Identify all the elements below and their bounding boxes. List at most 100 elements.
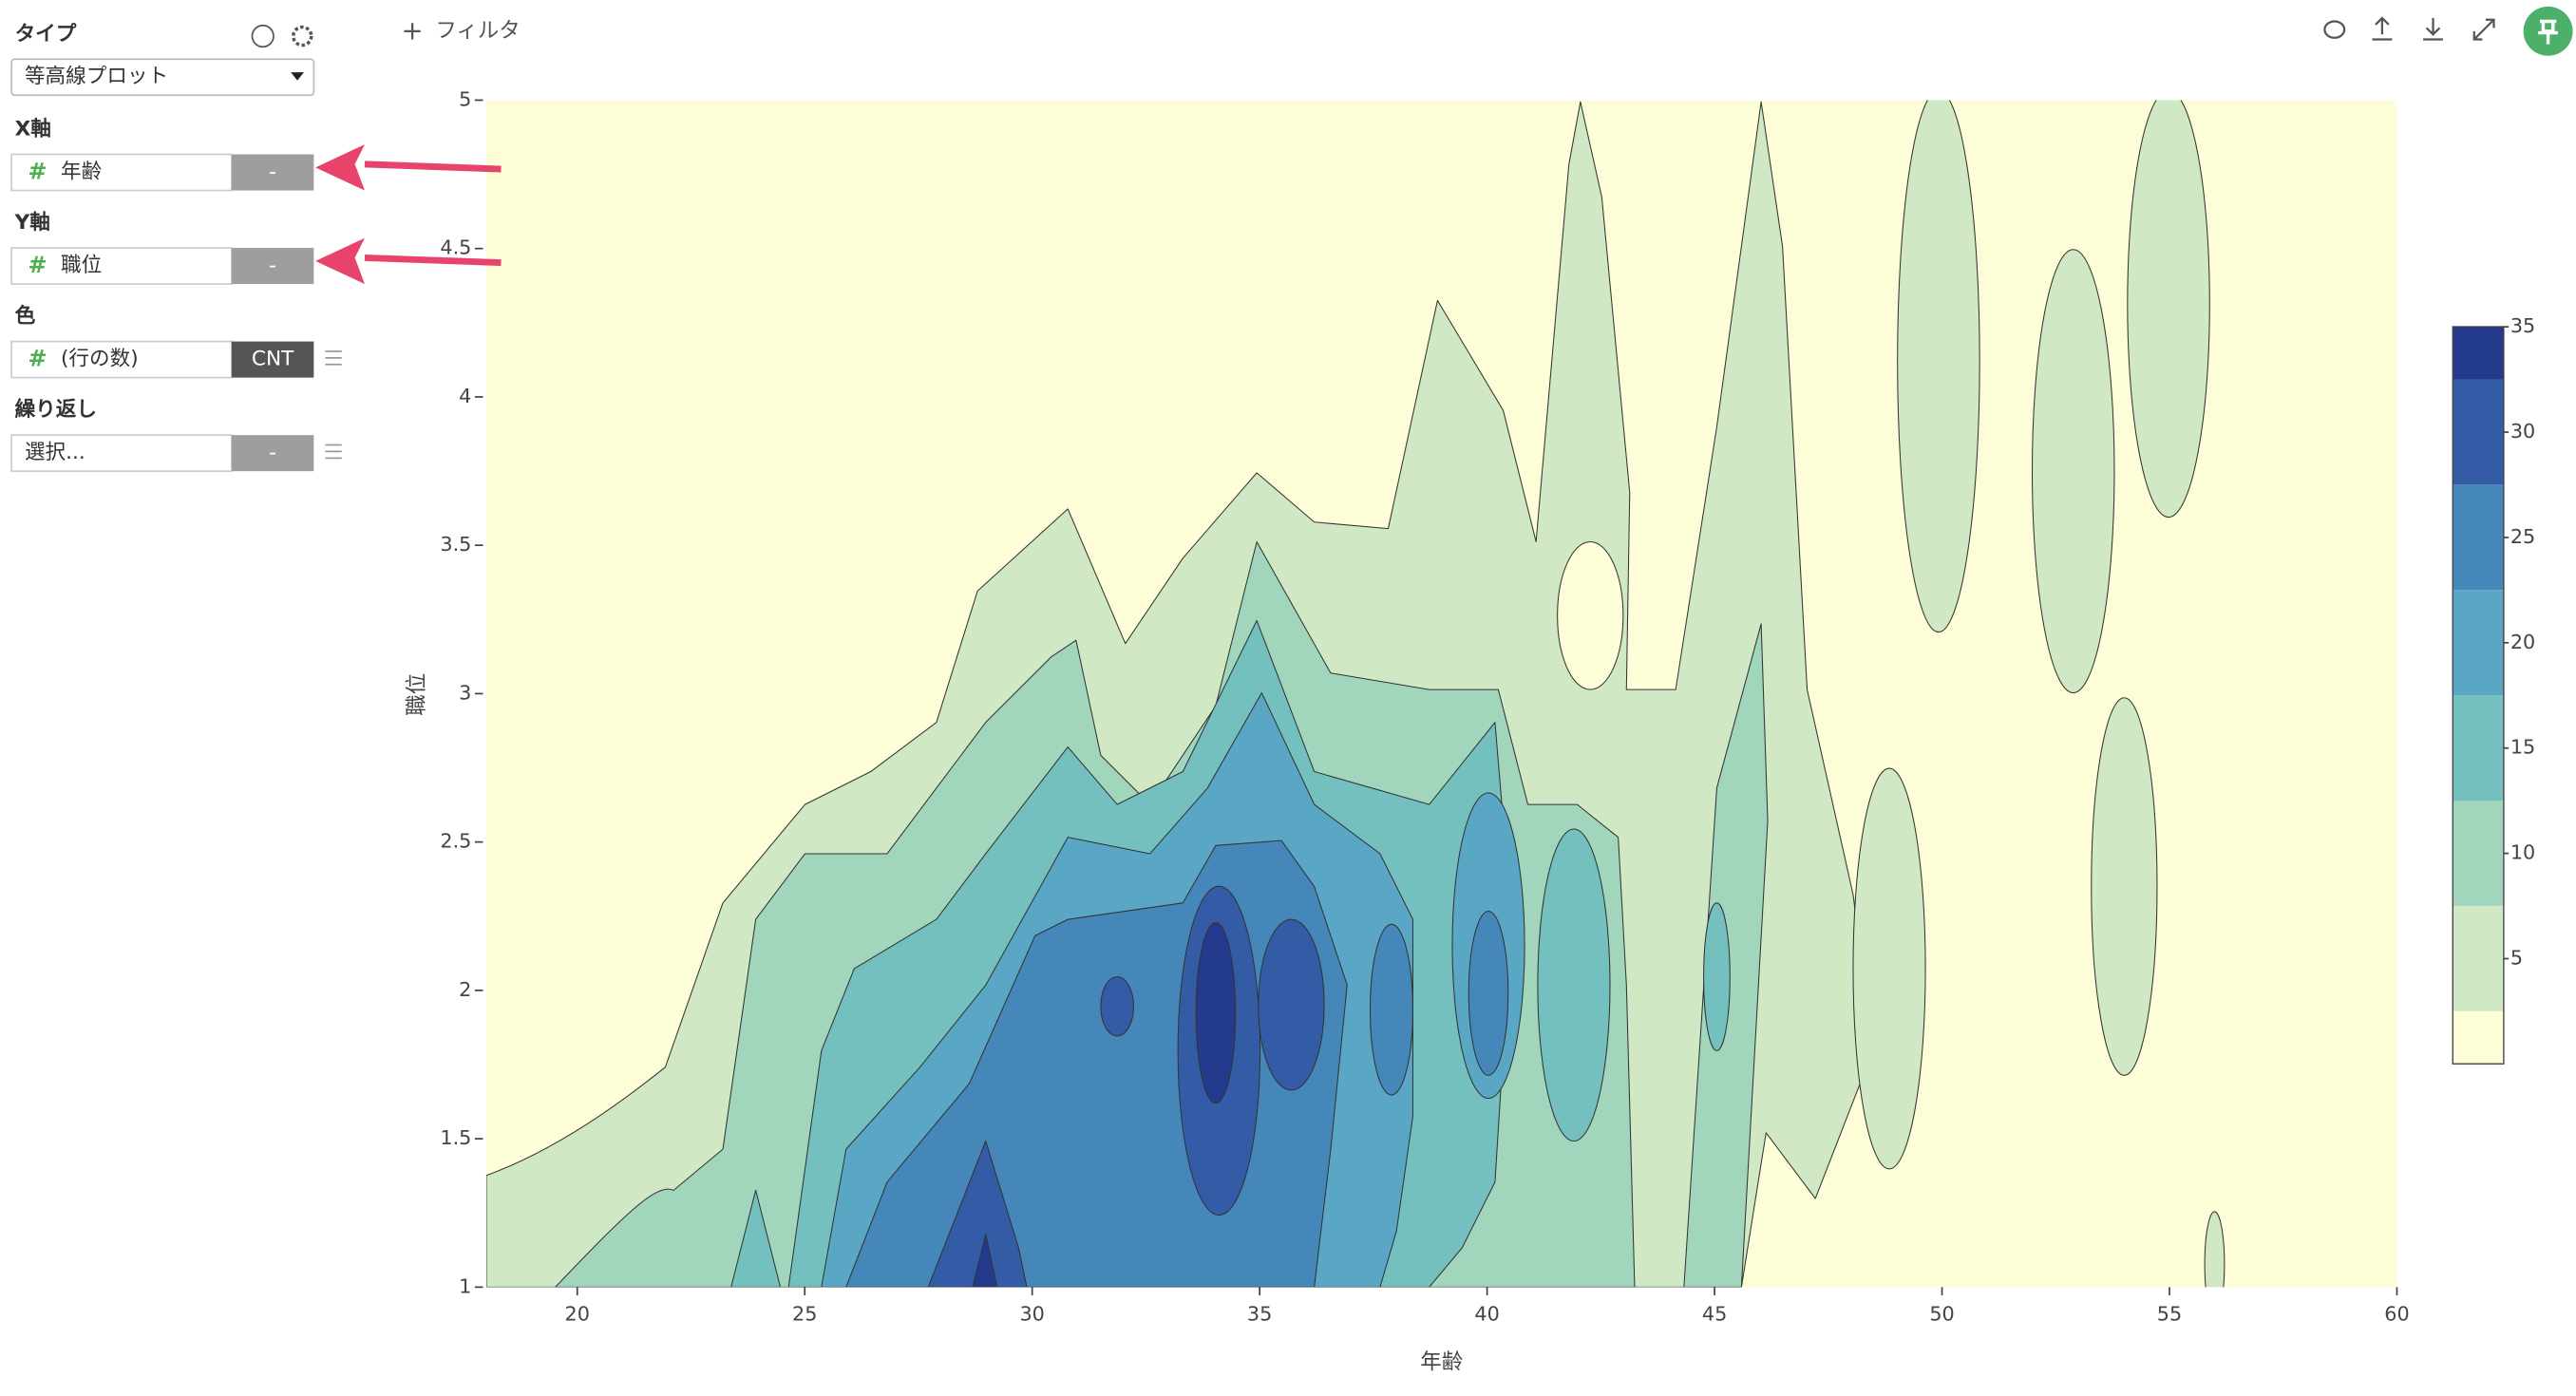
settings-icon[interactable] <box>292 25 313 47</box>
y-tick-label: 2 <box>459 978 471 1001</box>
x-tick-label: 45 <box>1702 1303 1727 1326</box>
colorbar-tick-label: 25 <box>2510 525 2535 548</box>
color-field[interactable] <box>10 340 233 379</box>
help-icon[interactable] <box>251 24 275 48</box>
arrow <box>364 254 502 267</box>
pin-icon <box>2538 19 2558 45</box>
field-icon: # <box>28 346 47 372</box>
y-tick-label: 5 <box>459 87 471 110</box>
contour-region <box>1537 828 1611 1141</box>
colorbar-band <box>2453 801 2504 906</box>
color-agg-button[interactable] <box>231 341 314 378</box>
comment-icon[interactable] <box>2323 20 2346 39</box>
contour-region <box>1369 923 1413 1096</box>
y-tick-label: 1 <box>459 1274 471 1297</box>
dropdown-caret <box>291 72 304 81</box>
y-label: Y軸 <box>14 210 50 235</box>
y-tick-label: 3.5 <box>440 533 471 556</box>
contour-region <box>2091 697 2158 1076</box>
y-agg-text: - <box>269 254 276 278</box>
contour-region <box>1468 910 1509 1076</box>
repeat-field-name: 選択... <box>25 441 85 464</box>
toolbar: フィルタ <box>404 6 2573 56</box>
field-icon: # <box>28 252 47 278</box>
y-tick-label: 2.5 <box>440 830 471 853</box>
plus-icon[interactable] <box>404 23 421 40</box>
type-select[interactable] <box>10 58 315 97</box>
repeat-agg-text: - <box>269 441 276 465</box>
contour-region <box>972 1234 998 1288</box>
plot: 1 1.5 2 2.5 3 3.5 4 4.5 5 20 25 30 35 40 45 50 55 60 年齢 職位 5… <box>405 87 2535 1374</box>
x-tick-label: 30 <box>1019 1303 1044 1326</box>
y-field-name: 職位 <box>61 254 102 277</box>
x-tick-label: 35 <box>1247 1303 1272 1326</box>
repeat-agg-button[interactable] <box>231 435 314 472</box>
colorbar-band <box>2453 484 2504 591</box>
colorbar-tick-label: 10 <box>2510 841 2535 864</box>
contour-region <box>2204 1211 2226 1288</box>
arrow-head <box>315 144 365 191</box>
y-tick-label: 4 <box>459 385 471 407</box>
repeat-label: 繰り返し <box>15 397 97 422</box>
colorbar-tick-label: 35 <box>2510 314 2535 337</box>
x-agg-button[interactable] <box>231 154 314 191</box>
x-label: X軸 <box>15 117 51 141</box>
colorbar-tick-label: 15 <box>2510 736 2535 759</box>
x-field-name: 年齢 <box>61 160 103 184</box>
contour-region <box>1852 767 1926 1170</box>
x-tick-label: 25 <box>792 1303 817 1326</box>
color-agg-text: CNT <box>252 348 294 371</box>
color-label: 色 <box>15 304 36 329</box>
expand-icon[interactable] <box>2472 18 2495 41</box>
type-label: タイプ <box>15 22 77 46</box>
colorbar-band <box>2453 590 2504 696</box>
x-axis-title: 年齢 <box>1420 1349 1463 1374</box>
contour-hole <box>1557 540 1624 690</box>
menu-icon[interactable] <box>325 443 342 460</box>
y-axis-title: 職位 <box>405 673 429 716</box>
annotations <box>315 144 502 285</box>
contour-region <box>927 1140 1028 1288</box>
colorbar-tick-label: 20 <box>2510 631 2535 653</box>
sidebar: タイプ 等高線プロット X軸 # 年齢 - Y軸 # 職位 - 色 # (行の数… <box>10 22 342 473</box>
contour-regions <box>485 100 2226 1288</box>
toolbar-icons <box>2323 16 2495 41</box>
x-field[interactable] <box>10 153 233 192</box>
contour-region <box>1897 100 1980 633</box>
colorbar-band <box>2453 1010 2504 1065</box>
y-tick-label: 4.5 <box>440 236 471 259</box>
colorbar-band <box>2453 327 2504 380</box>
arrow-head <box>315 237 365 285</box>
colorbar-frame <box>2452 326 2505 1065</box>
filter-button[interactable]: フィルタ <box>435 18 520 43</box>
colorbar-band <box>2453 695 2504 802</box>
x-tick-label: 50 <box>1929 1303 1954 1326</box>
arrow <box>364 160 502 173</box>
y-field[interactable] <box>10 247 233 285</box>
x-agg-text: - <box>269 160 276 184</box>
contour-region <box>1195 922 1237 1104</box>
download-icon[interactable] <box>2423 18 2443 41</box>
contour-region <box>1703 902 1731 1051</box>
color-field-name: (行の数) <box>61 348 139 371</box>
colorbar-band <box>2453 379 2504 485</box>
field-icon: # <box>28 159 47 185</box>
x-tick-label: 40 <box>1474 1303 1499 1326</box>
contour-region <box>2031 249 2115 694</box>
colorbar-tick-label: 30 <box>2510 420 2535 443</box>
contour-region <box>2127 100 2210 518</box>
y-agg-button[interactable] <box>231 248 314 285</box>
y-tick-label: 3 <box>459 681 471 704</box>
contour-region <box>730 1189 782 1288</box>
x-tick-label: 20 <box>565 1303 590 1326</box>
colorbar-tick-label: 5 <box>2510 946 2523 969</box>
menu-icon[interactable] <box>325 350 342 366</box>
contour-region <box>1100 976 1134 1037</box>
share-icon[interactable] <box>2372 16 2393 41</box>
colorbar-band <box>2453 905 2504 1011</box>
repeat-field[interactable] <box>10 434 233 473</box>
x-tick-label: 55 <box>2157 1303 2182 1326</box>
y-tick-label: 1.5 <box>440 1126 471 1149</box>
x-tick-label: 60 <box>2384 1303 2409 1326</box>
